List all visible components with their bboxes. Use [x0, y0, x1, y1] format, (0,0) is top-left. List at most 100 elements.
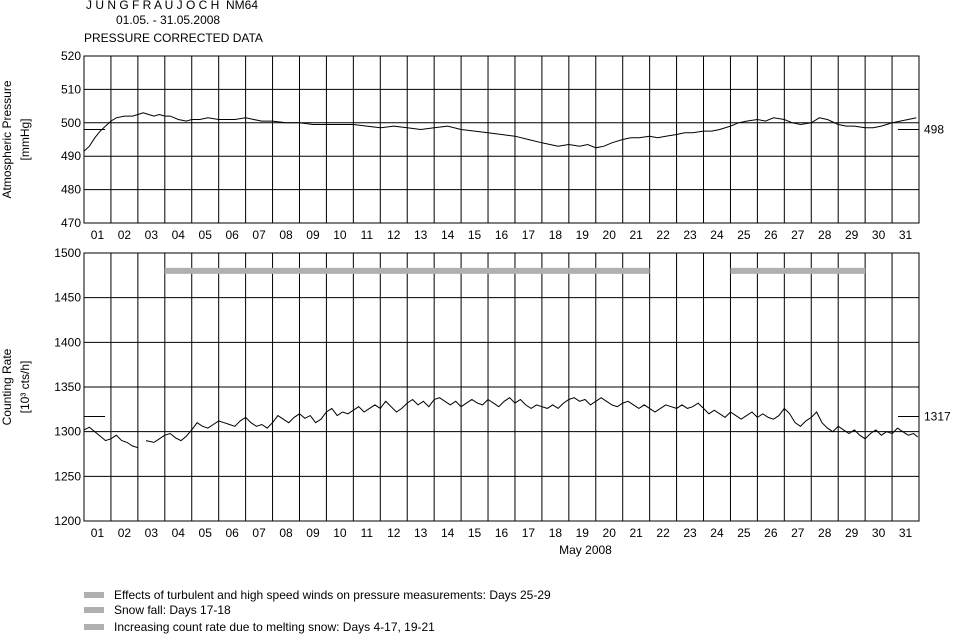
y-tick-label: 500 [61, 116, 81, 130]
x-tick-label: 17 [522, 228, 536, 242]
x-tick-label: 02 [118, 228, 132, 242]
x-tick-label: 23 [683, 228, 697, 242]
x-tick-label: 01 [91, 526, 105, 540]
x-tick-label: 08 [279, 526, 293, 540]
x-tick-label: 03 [145, 228, 159, 242]
y-tick-label: 1350 [54, 380, 81, 394]
legend-label: Effects of turbulent and high speed wind… [114, 588, 551, 602]
legend-label: Increasing count rate due to melting sno… [114, 620, 435, 634]
reference-value-label: 1317 [924, 409, 951, 423]
y-tick-label: 1300 [54, 425, 81, 439]
y-tick-label: 1500 [54, 246, 81, 260]
x-tick-label: 20 [603, 526, 617, 540]
event-band [730, 267, 866, 274]
x-tick-label: 17 [522, 526, 536, 540]
x-tick-label: 11 [361, 228, 374, 242]
x-tick-label: 08 [279, 228, 293, 242]
x-tick-label: 09 [306, 228, 320, 242]
data-subtitle: PRESSURE CORRECTED DATA [84, 31, 263, 45]
x-tick-label: 14 [441, 526, 455, 540]
x-tick-label: 30 [872, 526, 886, 540]
x-tick-label: 06 [225, 526, 239, 540]
x-tick-label: 07 [252, 228, 266, 242]
x-tick-label: 12 [387, 526, 401, 540]
x-tick-label: 02 [118, 526, 132, 540]
x-tick-label: 15 [468, 228, 482, 242]
x-tick-label: 31 [899, 228, 913, 242]
x-tick-label: 05 [199, 228, 213, 242]
x-tick-label: 04 [172, 526, 186, 540]
x-tick-label: 27 [791, 526, 805, 540]
y-tick-label: 1250 [54, 469, 81, 483]
x-tick-label: 22 [656, 526, 670, 540]
legend-label: Snow fall: Days 17-18 [114, 603, 231, 617]
count-rate-series-line [83, 426, 139, 449]
y-axis-unit: [10³ cts/h] [18, 361, 32, 414]
event-band [164, 267, 650, 274]
x-axis-title: May 2008 [559, 543, 612, 557]
x-tick-label: 21 [629, 526, 643, 540]
x-tick-label: 18 [549, 228, 563, 242]
x-tick-label: 22 [656, 228, 670, 242]
x-tick-label: 25 [737, 526, 751, 540]
x-tick-label: 26 [764, 228, 778, 242]
x-tick-label: 21 [629, 228, 643, 242]
x-tick-label: 19 [576, 228, 590, 242]
x-tick-label: 04 [172, 228, 186, 242]
date-range: 01.05. - 31.05.2008 [116, 13, 221, 27]
x-tick-label: 05 [199, 526, 213, 540]
x-tick-label: 09 [306, 526, 320, 540]
y-tick-label: 1450 [54, 291, 81, 305]
pressure-series-line [83, 112, 917, 152]
y-tick-label: 490 [61, 149, 81, 163]
x-tick-label: 24 [710, 228, 724, 242]
legend-swatch [84, 607, 104, 613]
x-tick-label: 07 [252, 526, 266, 540]
y-axis-title: Counting Rate [0, 348, 14, 425]
legend-swatch [84, 624, 104, 630]
x-tick-label: 13 [414, 228, 428, 242]
x-tick-label: 10 [333, 526, 347, 540]
x-tick-label: 31 [899, 526, 913, 540]
pressure-plot-frame [83, 55, 920, 224]
x-tick-label: 11 [361, 526, 374, 540]
y-axis-unit: [mmHg] [18, 119, 32, 161]
x-tick-label: 10 [333, 228, 347, 242]
x-tick-label: 29 [845, 228, 859, 242]
x-tick-label: 28 [818, 526, 832, 540]
legend-swatch [84, 592, 104, 598]
x-tick-label: 01 [91, 228, 105, 242]
y-tick-label: 510 [61, 82, 81, 96]
x-tick-label: 24 [710, 526, 724, 540]
x-tick-label: 19 [576, 526, 590, 540]
y-tick-label: 470 [61, 216, 81, 230]
x-tick-label: 12 [387, 228, 401, 242]
x-tick-label: 13 [414, 526, 428, 540]
x-tick-label: 03 [145, 526, 159, 540]
x-tick-label: 29 [845, 526, 859, 540]
y-tick-label: 480 [61, 183, 81, 197]
legend-item-snowfall: Snow fall: Days 17-18 [84, 603, 231, 617]
x-tick-label: 06 [225, 228, 239, 242]
x-tick-label: 14 [441, 228, 455, 242]
station-title: J U N G F R A U J O C H NM64 [86, 0, 259, 12]
x-tick-label: 16 [495, 228, 509, 242]
y-axis-title: Atmospheric Pressure [0, 80, 14, 198]
reference-value-label: 498 [924, 122, 944, 136]
x-tick-label: 18 [549, 526, 563, 540]
x-tick-label: 16 [495, 526, 509, 540]
y-tick-label: 520 [61, 49, 81, 63]
x-tick-label: 15 [468, 526, 482, 540]
x-tick-label: 26 [764, 526, 778, 540]
x-tick-label: 20 [603, 228, 617, 242]
x-tick-label: 30 [872, 228, 886, 242]
x-tick-label: 27 [791, 228, 805, 242]
legend-item-wind: Effects of turbulent and high speed wind… [84, 588, 551, 602]
neutron-monitor-chart: 470 480 490 500 510 520 01 02 03 04 05 06 07 08 09 10 11… [0, 49, 951, 557]
count-rate-series-line [145, 397, 919, 443]
y-tick-label: 1200 [54, 514, 81, 528]
legend-item-melting-snow: Increasing count rate due to melting sno… [84, 620, 435, 634]
x-tick-label: 23 [683, 526, 697, 540]
x-tick-label: 25 [737, 228, 751, 242]
y-tick-label: 1400 [54, 335, 81, 349]
